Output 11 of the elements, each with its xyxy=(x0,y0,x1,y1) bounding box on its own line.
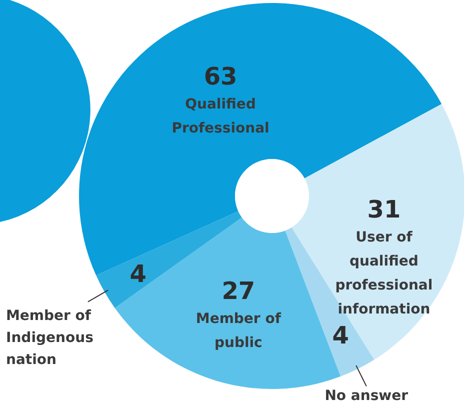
data-label: 4 xyxy=(332,321,349,350)
data-label: 27 xyxy=(222,276,256,305)
data-label: 63 xyxy=(204,62,238,90)
slice-label: Member of public xyxy=(196,310,282,351)
donut-slice xyxy=(292,104,464,360)
data-label: 4 xyxy=(130,260,146,288)
slice-label: User of qualified professional information xyxy=(335,230,433,318)
data-label: 31 xyxy=(367,196,401,224)
slice-label: No answer xyxy=(324,388,408,404)
slice-label: Member of Indigenous nation xyxy=(6,308,94,368)
slice-label: Qualified Professional xyxy=(172,96,270,136)
